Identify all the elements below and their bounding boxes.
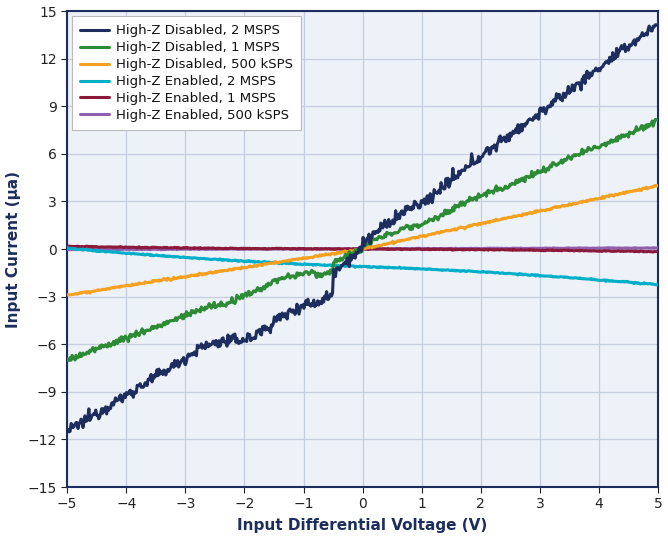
High-Z Enabled, 1 MSPS — [63, 243, 71, 250]
High-Z Disabled, 1 MSPS — [169, 317, 177, 323]
High-Z Enabled, 500 kSPS — [649, 244, 657, 251]
High-Z Enabled, 2 MSPS — [63, 245, 71, 251]
High-Z Disabled, 1 MSPS — [412, 223, 420, 230]
High-Z Enabled, 2 MSPS — [508, 271, 516, 277]
High-Z Disabled, 1 MSPS — [64, 357, 72, 364]
High-Z Disabled, 500 kSPS — [215, 268, 223, 275]
Line: High-Z Enabled, 2 MSPS: High-Z Enabled, 2 MSPS — [67, 248, 658, 285]
High-Z Enabled, 1 MSPS — [649, 249, 657, 255]
High-Z Enabled, 500 kSPS — [169, 246, 177, 253]
High-Z Enabled, 500 kSPS — [412, 245, 420, 252]
High-Z Enabled, 500 kSPS — [157, 246, 165, 253]
High-Z Enabled, 2 MSPS — [411, 266, 420, 272]
High-Z Disabled, 2 MSPS — [654, 22, 662, 28]
High-Z Enabled, 1 MSPS — [169, 245, 177, 251]
High-Z Disabled, 500 kSPS — [411, 235, 420, 241]
Line: High-Z Disabled, 500 kSPS: High-Z Disabled, 500 kSPS — [67, 185, 658, 295]
High-Z Enabled, 1 MSPS — [509, 247, 517, 254]
High-Z Disabled, 1 MSPS — [652, 116, 660, 123]
High-Z Disabled, 2 MSPS — [63, 429, 71, 436]
High-Z Enabled, 500 kSPS — [654, 245, 662, 251]
High-Z Disabled, 2 MSPS — [215, 337, 223, 344]
High-Z Enabled, 500 kSPS — [459, 245, 467, 252]
Line: High-Z Disabled, 1 MSPS: High-Z Disabled, 1 MSPS — [67, 120, 658, 361]
High-Z Disabled, 1 MSPS — [654, 117, 662, 123]
Legend: High-Z Disabled, 2 MSPS, High-Z Disabled, 1 MSPS, High-Z Disabled, 500 kSPS, Hig: High-Z Disabled, 2 MSPS, High-Z Disabled… — [72, 16, 301, 130]
High-Z Disabled, 2 MSPS — [168, 361, 176, 367]
High-Z Disabled, 1 MSPS — [216, 303, 224, 309]
High-Z Enabled, 2 MSPS — [458, 268, 466, 274]
Line: High-Z Disabled, 2 MSPS: High-Z Disabled, 2 MSPS — [67, 25, 658, 432]
High-Z Disabled, 1 MSPS — [63, 356, 71, 362]
Line: High-Z Enabled, 500 kSPS: High-Z Enabled, 500 kSPS — [67, 247, 658, 250]
High-Z Enabled, 1 MSPS — [216, 245, 224, 252]
High-Z Disabled, 500 kSPS — [653, 182, 661, 189]
High-Z Disabled, 2 MSPS — [508, 130, 516, 137]
High-Z Enabled, 2 MSPS — [654, 281, 662, 288]
High-Z Enabled, 1 MSPS — [412, 246, 420, 252]
High-Z Enabled, 500 kSPS — [63, 246, 71, 253]
High-Z Enabled, 2 MSPS — [215, 256, 223, 262]
High-Z Enabled, 1 MSPS — [64, 243, 72, 249]
Line: High-Z Enabled, 1 MSPS: High-Z Enabled, 1 MSPS — [67, 246, 658, 252]
High-Z Enabled, 1 MSPS — [654, 248, 662, 254]
High-Z Disabled, 1 MSPS — [509, 181, 517, 187]
High-Z Disabled, 1 MSPS — [459, 199, 467, 205]
High-Z Disabled, 500 kSPS — [331, 251, 339, 258]
High-Z Disabled, 2 MSPS — [411, 199, 420, 205]
High-Z Enabled, 1 MSPS — [459, 247, 467, 253]
High-Z Enabled, 500 kSPS — [509, 245, 517, 252]
High-Z Enabled, 500 kSPS — [331, 245, 339, 252]
High-Z Disabled, 500 kSPS — [168, 276, 176, 282]
High-Z Enabled, 2 MSPS — [168, 253, 176, 260]
High-Z Disabled, 500 kSPS — [458, 224, 466, 231]
High-Z Enabled, 1 MSPS — [331, 246, 339, 253]
Y-axis label: Input Current (μa): Input Current (μa) — [5, 170, 21, 328]
High-Z Disabled, 2 MSPS — [458, 167, 466, 173]
High-Z Disabled, 500 kSPS — [508, 213, 516, 220]
High-Z Disabled, 2 MSPS — [331, 267, 339, 274]
High-Z Enabled, 2 MSPS — [331, 262, 339, 268]
High-Z Disabled, 2 MSPS — [652, 22, 660, 28]
High-Z Disabled, 1 MSPS — [331, 256, 339, 262]
High-Z Enabled, 500 kSPS — [216, 246, 224, 252]
High-Z Disabled, 500 kSPS — [654, 183, 662, 189]
X-axis label: Input Differential Voltage (V): Input Differential Voltage (V) — [238, 519, 488, 534]
High-Z Enabled, 2 MSPS — [652, 281, 660, 288]
High-Z Disabled, 500 kSPS — [63, 292, 71, 298]
